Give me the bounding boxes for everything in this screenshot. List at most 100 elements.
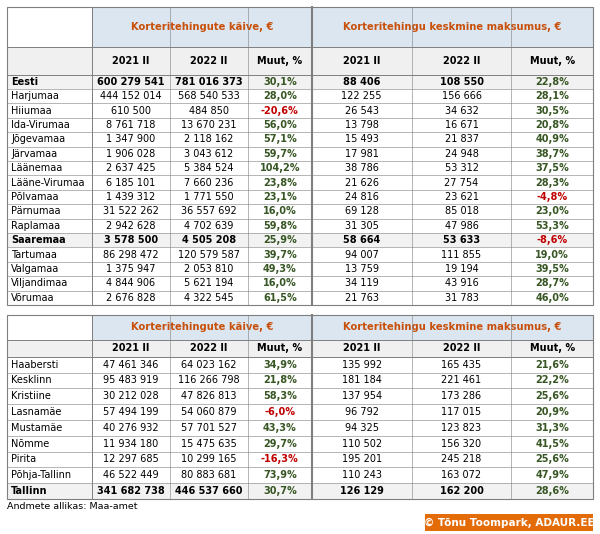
- Text: Võrumaa: Võrumaa: [11, 293, 55, 303]
- Text: 34 119: 34 119: [345, 278, 379, 288]
- Text: 8 761 718: 8 761 718: [106, 120, 155, 130]
- Text: 2 676 828: 2 676 828: [106, 293, 156, 303]
- Text: 86 298 472: 86 298 472: [103, 249, 159, 260]
- Text: 30,5%: 30,5%: [535, 106, 569, 116]
- Text: 15 493: 15 493: [345, 135, 379, 144]
- Text: 137 954: 137 954: [341, 391, 382, 401]
- Text: 7 660 236: 7 660 236: [184, 178, 233, 187]
- Text: 39,5%: 39,5%: [535, 264, 569, 274]
- Bar: [312, 7, 593, 47]
- Text: Muut, %: Muut, %: [530, 56, 575, 66]
- Text: 20,8%: 20,8%: [535, 120, 569, 130]
- Text: 38 786: 38 786: [345, 163, 379, 173]
- Bar: [7, 147, 593, 161]
- Bar: [7, 218, 593, 233]
- Text: 30,1%: 30,1%: [263, 77, 297, 87]
- Text: Saaremaa: Saaremaa: [11, 235, 65, 245]
- Bar: [312, 315, 593, 340]
- Text: 2021 II: 2021 II: [112, 343, 149, 354]
- Text: 111 855: 111 855: [442, 249, 482, 260]
- Text: 446 537 660: 446 537 660: [175, 486, 243, 496]
- Text: 25,6%: 25,6%: [535, 454, 569, 465]
- Text: Muut, %: Muut, %: [257, 56, 302, 66]
- Text: Mustamäe: Mustamäe: [11, 423, 62, 433]
- Text: 54 060 879: 54 060 879: [181, 407, 237, 417]
- Text: 47 826 813: 47 826 813: [181, 391, 237, 401]
- Text: 58 664: 58 664: [343, 235, 380, 245]
- Text: 20,9%: 20,9%: [535, 407, 569, 417]
- Text: 13 670 231: 13 670 231: [181, 120, 237, 130]
- Text: Viljandimaa: Viljandimaa: [11, 278, 68, 288]
- Text: 64 023 162: 64 023 162: [181, 360, 237, 370]
- Text: 53 312: 53 312: [445, 163, 479, 173]
- Text: Muut, %: Muut, %: [530, 343, 575, 354]
- Bar: [7, 315, 593, 499]
- Text: 46,0%: 46,0%: [535, 293, 569, 303]
- Text: 245 218: 245 218: [442, 454, 482, 465]
- Text: 15 475 635: 15 475 635: [181, 439, 237, 449]
- Text: 2 942 628: 2 942 628: [106, 221, 156, 231]
- Bar: [7, 47, 593, 75]
- Text: 4 322 545: 4 322 545: [184, 293, 234, 303]
- Text: Jõgevamaa: Jõgevamaa: [11, 135, 65, 144]
- Text: 122 255: 122 255: [341, 91, 382, 101]
- Text: 568 540 533: 568 540 533: [178, 91, 240, 101]
- Text: 21 837: 21 837: [445, 135, 479, 144]
- Text: 13 798: 13 798: [345, 120, 379, 130]
- Text: 110 502: 110 502: [341, 439, 382, 449]
- Text: 116 266 798: 116 266 798: [178, 375, 240, 386]
- Text: 2 637 425: 2 637 425: [106, 163, 156, 173]
- Text: 2021 II: 2021 II: [112, 56, 149, 66]
- Text: 156 666: 156 666: [442, 91, 482, 101]
- Text: 444 152 014: 444 152 014: [100, 91, 162, 101]
- Text: 29,7%: 29,7%: [263, 439, 297, 449]
- Text: 49,3%: 49,3%: [263, 264, 297, 274]
- Text: 2022 II: 2022 II: [443, 56, 480, 66]
- Text: 162 200: 162 200: [440, 486, 484, 496]
- Text: Pirita: Pirita: [11, 454, 36, 465]
- Text: Muut, %: Muut, %: [257, 343, 302, 354]
- Bar: [7, 276, 593, 290]
- Text: 58,3%: 58,3%: [263, 391, 297, 401]
- Bar: [7, 340, 593, 357]
- Bar: [7, 132, 593, 147]
- Text: 47,9%: 47,9%: [535, 470, 569, 480]
- Text: 4 702 639: 4 702 639: [184, 221, 233, 231]
- Text: 2021 II: 2021 II: [343, 343, 380, 354]
- Text: 2022 II: 2022 II: [443, 343, 480, 354]
- Text: 34 632: 34 632: [445, 106, 478, 116]
- Text: 94 325: 94 325: [344, 423, 379, 433]
- Bar: [7, 7, 593, 305]
- Text: 21 763: 21 763: [344, 293, 379, 303]
- Bar: [7, 7, 593, 305]
- Text: 11 934 180: 11 934 180: [103, 439, 158, 449]
- Text: 53,3%: 53,3%: [535, 221, 569, 231]
- Bar: [7, 204, 593, 218]
- Text: 165 435: 165 435: [442, 360, 482, 370]
- Text: Lasnamäe: Lasnamäe: [11, 407, 61, 417]
- Bar: [7, 89, 593, 104]
- Text: 61,5%: 61,5%: [263, 293, 297, 303]
- Text: 56,0%: 56,0%: [263, 120, 297, 130]
- Text: Korteritehingu keskmine maksumus, €: Korteritehingu keskmine maksumus, €: [343, 22, 562, 32]
- Text: 53 633: 53 633: [443, 235, 480, 245]
- Text: 600 279 541: 600 279 541: [97, 77, 165, 87]
- Text: Andmete allikas: Maa-amet: Andmete allikas: Maa-amet: [7, 502, 137, 511]
- Text: 19,0%: 19,0%: [535, 249, 569, 260]
- Text: 2022 II: 2022 II: [190, 56, 227, 66]
- Text: 59,7%: 59,7%: [263, 149, 297, 159]
- Text: 95 483 919: 95 483 919: [103, 375, 158, 386]
- Bar: [7, 357, 593, 373]
- Text: 26 543: 26 543: [344, 106, 379, 116]
- Text: 21,8%: 21,8%: [263, 375, 297, 386]
- Text: 126 129: 126 129: [340, 486, 383, 496]
- Text: © Tõnu Toompark, ADAUR.EE: © Tõnu Toompark, ADAUR.EE: [424, 517, 595, 528]
- Text: 38,7%: 38,7%: [535, 149, 569, 159]
- Bar: [7, 262, 593, 276]
- Text: 181 184: 181 184: [342, 375, 382, 386]
- Text: 31 522 262: 31 522 262: [103, 207, 159, 216]
- Text: 484 850: 484 850: [189, 106, 229, 116]
- Text: 37,5%: 37,5%: [535, 163, 569, 173]
- Text: Põhja-Tallinn: Põhja-Tallinn: [11, 470, 71, 480]
- Text: -20,6%: -20,6%: [261, 106, 299, 116]
